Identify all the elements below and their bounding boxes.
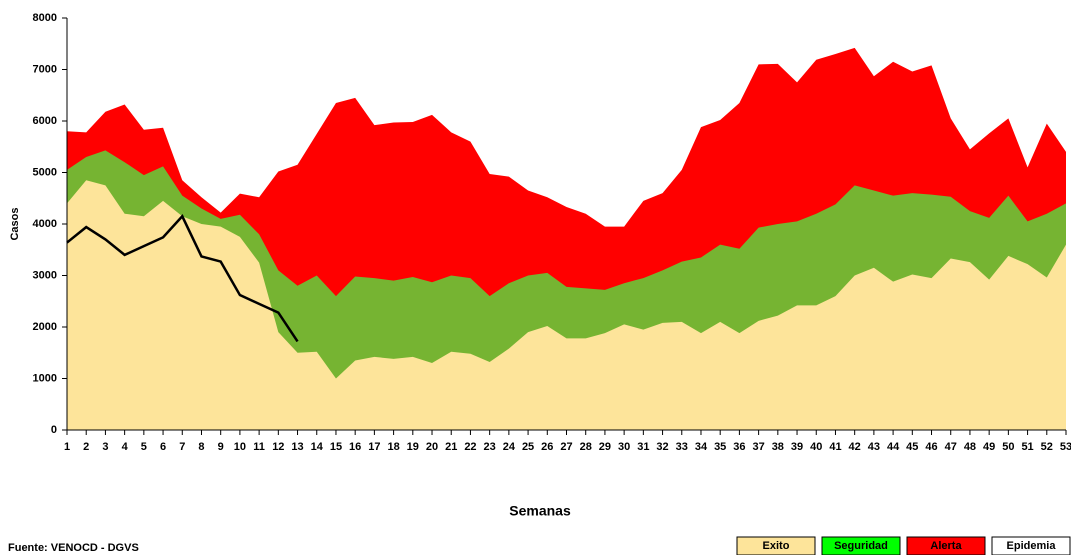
x-tick-label: 33 bbox=[676, 441, 688, 453]
x-tick-label: 7 bbox=[179, 441, 185, 453]
x-tick-label: 15 bbox=[330, 441, 342, 453]
x-tick-label: 24 bbox=[503, 441, 516, 453]
x-tick-label: 39 bbox=[791, 441, 803, 453]
x-tick-label: 16 bbox=[349, 441, 361, 453]
x-tick-label: 40 bbox=[810, 441, 822, 453]
x-tick-label: 19 bbox=[407, 441, 419, 453]
x-tick-label: 50 bbox=[1002, 441, 1014, 453]
x-tick-label: 26 bbox=[541, 441, 553, 453]
x-tick-label: 9 bbox=[218, 441, 224, 453]
x-tick-label: 28 bbox=[580, 441, 592, 453]
x-tick-label: 4 bbox=[122, 441, 129, 453]
x-tick-label: 48 bbox=[964, 441, 976, 453]
x-tick-label: 20 bbox=[426, 441, 438, 453]
x-tick-label: 17 bbox=[368, 441, 380, 453]
y-tick-label: 3000 bbox=[33, 269, 57, 281]
x-tick-label: 23 bbox=[484, 441, 496, 453]
x-tick-label: 30 bbox=[618, 441, 630, 453]
x-tick-label: 52 bbox=[1041, 441, 1053, 453]
legend-swatch bbox=[906, 536, 986, 555]
x-tick-label: 21 bbox=[445, 441, 457, 453]
legend-label: Alerta bbox=[930, 540, 962, 552]
legend-label: Exito bbox=[763, 540, 790, 552]
y-tick-label: 7000 bbox=[33, 63, 57, 75]
x-tick-label: 46 bbox=[925, 441, 937, 453]
x-tick-label: 14 bbox=[311, 441, 324, 453]
x-tick-label: 3 bbox=[102, 441, 108, 453]
x-tick-label: 37 bbox=[752, 441, 764, 453]
line bbox=[66, 214, 299, 343]
x-tick-label: 49 bbox=[983, 441, 995, 453]
x-tick-label: 25 bbox=[522, 441, 534, 453]
y-tick-label: 0 bbox=[51, 424, 57, 436]
x-tick-label: 34 bbox=[695, 441, 708, 453]
x-tick-label: 5 bbox=[141, 441, 147, 453]
x-tick-label: 27 bbox=[560, 441, 572, 453]
legend-label: Epidemia bbox=[1007, 540, 1057, 552]
y-tick-label: 4000 bbox=[33, 218, 57, 230]
x-tick-label: 38 bbox=[772, 441, 784, 453]
area bbox=[67, 180, 1066, 430]
x-tick-label: 10 bbox=[234, 441, 246, 453]
legend-label: Seguridad bbox=[834, 540, 888, 552]
x-tick-label: 53 bbox=[1060, 441, 1071, 453]
x-axis-label: Semanas bbox=[509, 503, 571, 519]
x-tick-label: 41 bbox=[829, 441, 841, 453]
y-tick-label: 1000 bbox=[33, 372, 57, 384]
x-tick-label: 2 bbox=[83, 441, 89, 453]
source-note: Fuente: VENOCD - DGVS bbox=[8, 542, 139, 554]
y-tick-label: 6000 bbox=[33, 115, 57, 127]
y-tick-label: 5000 bbox=[33, 166, 57, 178]
x-tick-label: 31 bbox=[637, 441, 649, 453]
x-tick-label: 35 bbox=[714, 441, 726, 453]
x-tick-label: 12 bbox=[272, 441, 284, 453]
x-tick-label: 47 bbox=[945, 441, 957, 453]
legend-swatch bbox=[736, 536, 816, 555]
x-tick-label: 32 bbox=[656, 441, 668, 453]
x-tick-label: 11 bbox=[253, 441, 265, 453]
x-tick-label: 44 bbox=[887, 441, 900, 453]
x-tick-label: 13 bbox=[291, 441, 303, 453]
x-tick-label: 6 bbox=[160, 441, 166, 453]
x-tick-label: 45 bbox=[906, 441, 918, 453]
x-tick-label: 8 bbox=[198, 441, 204, 453]
x-tick-label: 51 bbox=[1021, 441, 1033, 453]
x-tick-label: 1 bbox=[64, 441, 70, 453]
x-tick-label: 36 bbox=[733, 441, 745, 453]
x-tick-label: 29 bbox=[599, 441, 611, 453]
y-tick-label: 8000 bbox=[33, 12, 57, 24]
y-axis-label: Casos bbox=[9, 207, 21, 240]
legend-swatch bbox=[821, 536, 901, 555]
x-tick-label: 43 bbox=[868, 441, 880, 453]
x-tick-label: 42 bbox=[849, 441, 861, 453]
x-tick-label: 18 bbox=[387, 441, 399, 453]
legend-swatch bbox=[991, 536, 1071, 555]
y-tick-label: 2000 bbox=[33, 321, 57, 333]
x-tick-label: 22 bbox=[464, 441, 476, 453]
